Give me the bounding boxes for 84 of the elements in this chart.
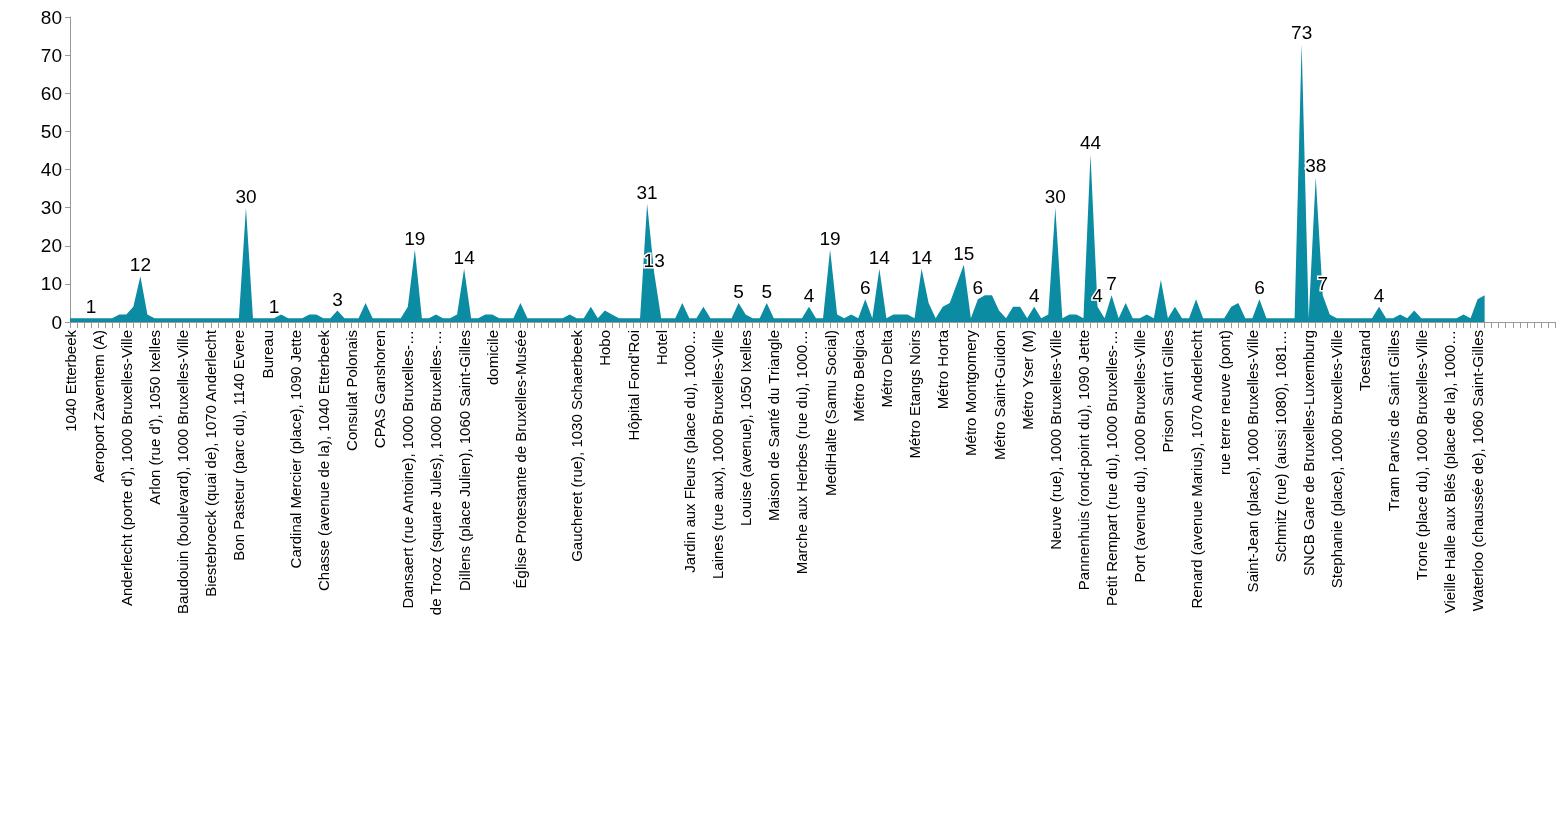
data-label: 7: [1106, 273, 1117, 295]
data-label: 30: [1044, 185, 1066, 207]
x-tick-label: Port (avenue du), 1000 Bruxelles-Ville: [1131, 330, 1149, 583]
x-tick-label: MediHalte (Samu Social): [821, 330, 839, 496]
x-tick-label: domicile: [483, 330, 501, 386]
data-label: 19: [819, 227, 841, 249]
x-tick-label: Marche aux Herbes (rue du), 1000…: [793, 330, 811, 575]
x-tick-label: Métro Etangs Noirs: [906, 330, 924, 459]
y-tick-label: 10: [40, 273, 62, 295]
y-tick-label: 60: [40, 82, 62, 104]
x-tick-label: Neuve (rue), 1000 Bruxelles-Ville: [1046, 330, 1064, 550]
data-label: 5: [761, 280, 773, 302]
data-label: 6: [860, 277, 871, 299]
x-tick-label: Schmitz (rue) (aussi 1080), 1081…: [1272, 330, 1290, 563]
x-tick-label: rue terre neuve (pont): [1215, 330, 1233, 476]
x-tick-label: Chasse (avenue de la), 1040 Etterbeek: [314, 329, 332, 591]
data-label: 30: [235, 185, 257, 207]
x-tick-label: Aeroport Zaventem (A): [89, 330, 107, 483]
x-tick-label: Église Protestante de Bruxelles-Musée: [511, 330, 529, 589]
x-tick-label: Maison de Santé du Triangle: [765, 330, 783, 521]
data-label: 15: [953, 242, 975, 264]
x-tick-label: Baudouin (boulevard), 1000 Bruxelles-Ville: [174, 330, 192, 615]
y-tick-label: 20: [40, 235, 62, 257]
data-label: 1: [268, 296, 280, 318]
x-tick-label: Anderlecht (porte d'), 1000 Bruxelles-Ville: [117, 330, 135, 607]
x-tick-label: Toestand: [1356, 330, 1374, 391]
x-tick-label: Bureau: [258, 330, 276, 379]
data-label: 31: [636, 181, 658, 203]
x-tick-label: Gaucheret (rue), 1030 Schaerbeek: [568, 329, 586, 562]
data-label: 4: [1028, 284, 1040, 306]
x-tick-label: Cardinal Mercier (place), 1090 Jette: [286, 330, 304, 569]
x-tick-label: de Trooz (square Jules), 1000 Bruxelles-…: [427, 330, 445, 616]
x-tick-label: Métro Montgomery: [962, 329, 980, 456]
data-label: 44: [1079, 132, 1102, 154]
x-tick-label: Consulat Polonais: [343, 330, 361, 451]
x-tick-label: Métro Yser (M): [1018, 330, 1036, 430]
data-label: 12: [129, 254, 151, 276]
x-tick-label: Pannenhuis (rond-point du), 1090 Jette: [1074, 330, 1092, 591]
x-tick-label: Biestebroeck (quai de), 1070 Anderlecht: [202, 329, 220, 597]
x-tick-label: Waterloo (chaussée de), 1060 Saint-Gilles: [1469, 330, 1487, 612]
data-label: 14: [911, 246, 933, 268]
x-tick-label: Stephanie (place), 1000 Bruxelles-Ville: [1328, 330, 1346, 589]
x-tick-label: Arlon (rue d'), 1050 Ixelles: [145, 330, 163, 505]
x-tick-label: Hobo: [596, 330, 614, 366]
x-tick-label: Métro Saint-Guidon: [990, 330, 1008, 461]
data-label: 73: [1291, 21, 1313, 43]
data-label: 19: [404, 227, 426, 249]
x-tick-label: Louise (avenue), 1050 Ixelles: [737, 330, 755, 526]
data-label: 14: [453, 246, 476, 268]
x-tick-label: Hotel: [652, 330, 670, 366]
data-label: 6: [972, 277, 984, 299]
data-label: 6: [1254, 277, 1265, 299]
x-tick-label: Renard (avenue Marius), 1070 Anderlecht: [1187, 329, 1205, 609]
x-tick-label: Métro Delta: [877, 329, 895, 408]
x-tick-label: Hôpital Fond'Roi: [624, 330, 642, 441]
x-tick-label: Dansaert (rue Antoine), 1000 Bruxelles-…: [399, 330, 417, 609]
x-tick-label: Petit Rempart (rue du), 1000 Bruxelles-…: [1103, 330, 1121, 606]
x-tick-label: Trone (place du), 1000 Bruxelles-Ville: [1412, 330, 1430, 581]
data-label: 3: [332, 288, 343, 310]
x-tick-label: Bon Pasteur (parc du), 1140 Evere: [230, 330, 248, 561]
x-tick-label: 1040 Etterbeek: [61, 329, 79, 432]
y-tick-label: 50: [40, 120, 62, 142]
x-tick-label: Dillens (place Julien), 1060 Saint-Gilles: [455, 330, 473, 591]
x-tick-label: Vieille Halle aux Blés (place de la), 1000…: [1440, 330, 1458, 614]
data-label: 4: [1373, 284, 1385, 306]
x-tick-label: Tram Parvis de Saint Gilles: [1384, 330, 1402, 512]
data-label: 14: [868, 246, 891, 268]
data-label: 5: [733, 280, 744, 302]
x-tick-label: SNCB Gare de Bruxelles-Luxemburg: [1300, 330, 1318, 576]
x-tick-label: Saint-Jean (place), 1000 Bruxelles-Ville: [1243, 330, 1261, 593]
data-label: 38: [1305, 155, 1327, 177]
x-tick-label: Prison Saint Gilles: [1159, 330, 1177, 453]
x-tick-label: Métro Horta: [934, 329, 952, 410]
y-tick-label: 70: [40, 44, 62, 66]
x-tick-label: Laines (rue aux), 1000 Bruxelles-Ville: [708, 330, 726, 580]
data-label: 4: [803, 284, 815, 306]
y-tick-label: 40: [40, 159, 62, 180]
x-tick-label: CPAS Ganshoren: [371, 330, 389, 449]
data-label: 1: [85, 296, 97, 318]
y-tick-label: 0: [51, 311, 62, 333]
y-tick-label: 80: [40, 6, 62, 28]
x-tick-label: Jardin aux Fleurs (place du), 1000…: [680, 330, 698, 573]
y-tick-label: 30: [40, 197, 62, 219]
x-tick-label: Métro Belgica: [849, 329, 867, 422]
